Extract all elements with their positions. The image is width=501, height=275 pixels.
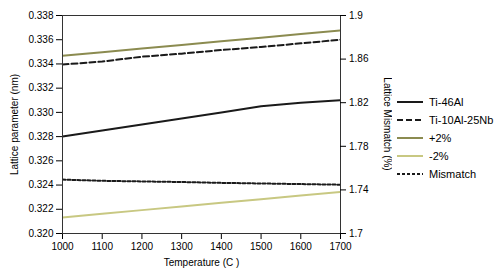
svg-text:1200: 1200 <box>131 240 154 251</box>
svg-text:1.7: 1.7 <box>349 227 363 238</box>
svg-text:0.322: 0.322 <box>28 203 53 214</box>
svg-text:0.336: 0.336 <box>28 33 53 44</box>
svg-text:0.338: 0.338 <box>28 9 53 20</box>
svg-text:0.334: 0.334 <box>28 58 53 69</box>
svg-text:Lattice Mismatch (%): Lattice Mismatch (%) <box>382 77 392 170</box>
svg-text:0.332: 0.332 <box>28 82 53 93</box>
svg-text:1.86: 1.86 <box>349 53 369 64</box>
html-text:Mismatch: Mismatch <box>429 167 477 180</box>
svg-text:0.330: 0.330 <box>28 106 53 117</box>
svg-text:0.320: 0.320 <box>28 227 53 238</box>
html-text:Ti-46Al: Ti-46Al <box>429 95 464 108</box>
svg-text:1.74: 1.74 <box>349 184 369 195</box>
svg-text:0.328: 0.328 <box>28 130 53 141</box>
svg-text:1400: 1400 <box>210 240 233 251</box>
html-text:Ti-10Al-25Nb: Ti-10Al-25Nb <box>429 113 494 126</box>
svg-text:1600: 1600 <box>290 240 313 251</box>
svg-text:0.324: 0.324 <box>28 179 53 190</box>
svg-text:1100: 1100 <box>91 240 113 251</box>
svg-text:1500: 1500 <box>250 240 273 251</box>
svg-text:1300: 1300 <box>171 240 194 251</box>
svg-text:1700: 1700 <box>329 240 352 251</box>
svg-text:1.9: 1.9 <box>349 9 363 20</box>
svg-text:Temperature (C ): Temperature (C ) <box>164 256 240 267</box>
svg-text:1.78: 1.78 <box>349 140 369 151</box>
html-text:-2%: -2% <box>429 149 449 162</box>
html-text:+2%: +2% <box>429 131 452 144</box>
svg-text:0.326: 0.326 <box>28 155 53 166</box>
svg-text:Lattice parameter (nm): Lattice parameter (nm) <box>9 73 20 174</box>
svg-text:1.82: 1.82 <box>349 96 369 107</box>
svg-text:1000: 1000 <box>51 240 74 251</box>
